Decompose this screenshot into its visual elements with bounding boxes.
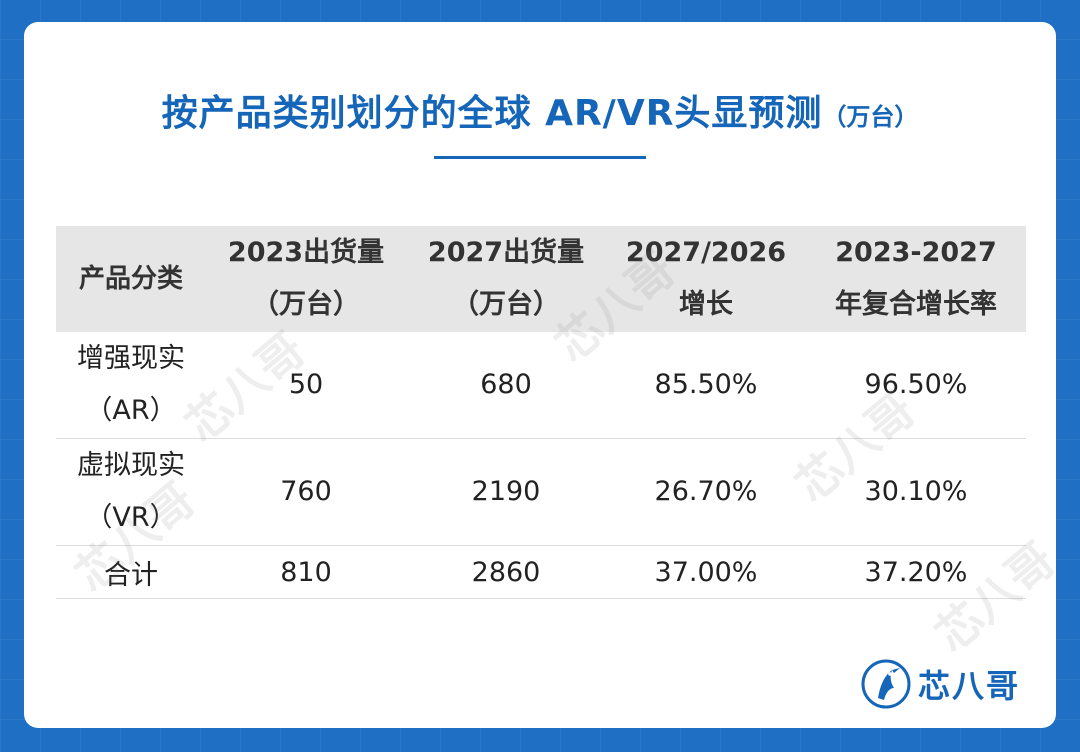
cell-cagr: 96.50% bbox=[806, 332, 1026, 439]
cell-2027: 2860 bbox=[406, 545, 606, 599]
cell-2027: 2190 bbox=[406, 438, 606, 546]
row-category: 增强现实 （AR） bbox=[56, 332, 206, 439]
header-cagr: 2023-2027 年复合增长率 bbox=[806, 226, 1026, 332]
cell-growth: 85.50% bbox=[606, 332, 806, 439]
row-category: 虚拟现实 （VR） bbox=[56, 438, 206, 546]
title-main: 按产品类别划分的全球 AR/VR头显预测 bbox=[161, 93, 823, 134]
cell-cagr: 30.10% bbox=[806, 438, 1026, 546]
title-underline bbox=[434, 156, 646, 159]
table-row: 虚拟现实 （VR） 760 2190 26.70% 30.10% bbox=[56, 438, 1026, 546]
cell-2023: 760 bbox=[206, 438, 406, 546]
header-2027: 2027出货量 （万台） bbox=[406, 226, 606, 332]
cell-2023: 50 bbox=[206, 332, 406, 439]
title-unit: （万台） bbox=[822, 103, 919, 131]
header-category: 产品分类 bbox=[56, 226, 206, 332]
cell-2027: 680 bbox=[406, 332, 606, 439]
content-card: 按产品类别划分的全球 AR/VR头显预测（万台） 产品分类 2023出货量 （万台… bbox=[24, 22, 1056, 728]
logo-text: 芯八哥 bbox=[918, 667, 1021, 705]
cell-cagr: 37.20% bbox=[806, 545, 1026, 599]
forecast-table: 产品分类 2023出货量 （万台） 2027出货量 （万台） 2027/2026 增长… bbox=[56, 226, 1026, 599]
brand-logo: 芯八哥 bbox=[860, 658, 1020, 710]
cell-growth: 26.70% bbox=[606, 438, 806, 546]
table-header-row: 产品分类 2023出货量 （万台） 2027出货量 （万台） 2027/2026 增长… bbox=[56, 226, 1026, 332]
header-growth: 2027/2026 增长 bbox=[606, 226, 806, 332]
page-title: 按产品类别划分的全球 AR/VR头显预测（万台） bbox=[24, 84, 1056, 136]
table-row: 增强现实 （AR） 50 680 85.50% 96.50% bbox=[56, 332, 1026, 439]
header-2023: 2023出货量 （万台） bbox=[206, 226, 406, 332]
table-row: 合计 810 2860 37.00% 37.20% bbox=[56, 545, 1026, 599]
cell-2023: 810 bbox=[206, 545, 406, 599]
row-category: 合计 bbox=[56, 545, 206, 599]
bird-logo-icon bbox=[861, 659, 911, 709]
cell-growth: 37.00% bbox=[606, 545, 806, 599]
